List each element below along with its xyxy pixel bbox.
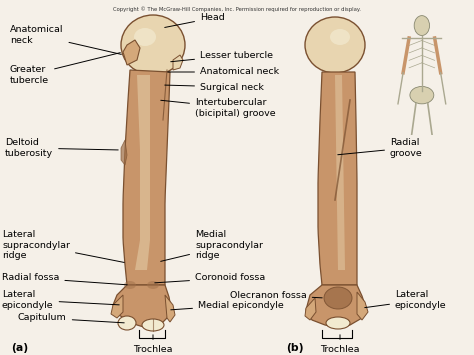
Text: Medial epicondyle: Medial epicondyle — [171, 300, 284, 310]
Text: Olecranon fossa: Olecranon fossa — [230, 290, 322, 300]
Polygon shape — [111, 295, 123, 318]
Polygon shape — [305, 298, 316, 320]
Text: Anatomical neck: Anatomical neck — [168, 67, 279, 76]
Text: Lesser tubercle: Lesser tubercle — [171, 50, 273, 62]
Text: Lateral
epicondyle: Lateral epicondyle — [365, 290, 447, 310]
Polygon shape — [123, 40, 140, 65]
Text: Capitulum: Capitulum — [18, 313, 124, 323]
Text: Medial
supracondylar
ridge: Medial supracondylar ridge — [161, 230, 263, 261]
Text: Intertubercular
(bicipital) groove: Intertubercular (bicipital) groove — [161, 98, 275, 118]
Polygon shape — [135, 75, 150, 270]
Polygon shape — [173, 55, 183, 70]
Text: Anatomical
neck: Anatomical neck — [10, 25, 121, 54]
Text: Coronoid fossa: Coronoid fossa — [155, 273, 265, 283]
Polygon shape — [113, 285, 171, 328]
Ellipse shape — [326, 317, 350, 329]
Polygon shape — [357, 292, 368, 320]
Text: Lateral
epicondyle: Lateral epicondyle — [2, 290, 119, 310]
Ellipse shape — [330, 29, 350, 45]
Text: Radial fossa: Radial fossa — [2, 273, 127, 285]
Ellipse shape — [410, 86, 434, 104]
Polygon shape — [318, 72, 357, 285]
Text: Trochlea: Trochlea — [133, 335, 173, 354]
Ellipse shape — [142, 319, 164, 331]
Ellipse shape — [118, 316, 136, 330]
Text: Head: Head — [165, 13, 225, 27]
Polygon shape — [123, 70, 170, 285]
Ellipse shape — [134, 28, 156, 46]
Ellipse shape — [305, 17, 365, 73]
Text: Surgical neck: Surgical neck — [165, 82, 264, 92]
Text: Trochlea: Trochlea — [320, 335, 360, 354]
Text: Lateral
supracondylar
ridge: Lateral supracondylar ridge — [2, 230, 124, 262]
Ellipse shape — [324, 287, 352, 309]
Text: Copyright © The McGraw-Hill Companies, Inc. Permission required for reproduction: Copyright © The McGraw-Hill Companies, I… — [113, 6, 361, 12]
Polygon shape — [335, 75, 345, 270]
Text: (a): (a) — [11, 343, 28, 353]
Ellipse shape — [414, 16, 429, 36]
Text: Radial
groove: Radial groove — [338, 138, 423, 158]
Ellipse shape — [147, 281, 159, 289]
Text: (b): (b) — [286, 343, 304, 353]
Polygon shape — [165, 295, 175, 322]
Polygon shape — [306, 285, 366, 328]
Ellipse shape — [121, 15, 185, 75]
Text: Greater
tubercle: Greater tubercle — [10, 53, 120, 85]
Text: Deltoid
tuberosity: Deltoid tuberosity — [5, 138, 118, 158]
Polygon shape — [121, 140, 127, 165]
Ellipse shape — [124, 281, 136, 289]
